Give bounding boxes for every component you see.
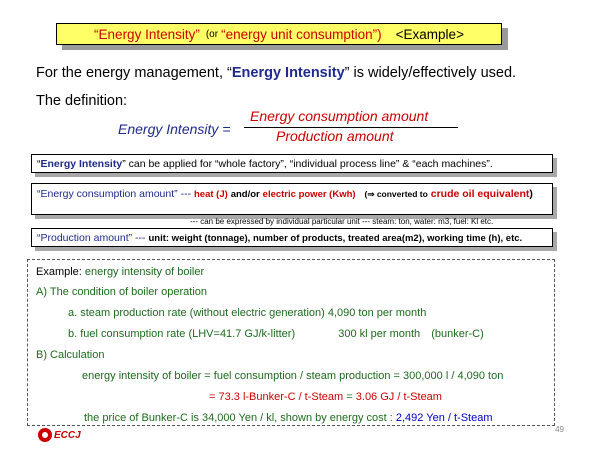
box3-term: “Production amount” ---	[37, 232, 146, 244]
title-or: (or	[205, 28, 219, 40]
intro-line: For the energy management, “Energy Inten…	[36, 65, 516, 81]
energy-consumption-box: “Energy consumption amount” --- heat (J)…	[31, 183, 553, 215]
intro-prefix: For the energy management, “	[36, 65, 232, 81]
logo-mark-icon	[38, 428, 52, 442]
result-equals: =	[346, 391, 353, 403]
intensity-formula-line: energy intensity of boiler = fuel consum…	[82, 370, 504, 382]
unit-note: --- can be expressed by individual parti…	[190, 217, 494, 226]
box1-quote: “	[37, 158, 41, 170]
box1-text: ” can be applied for “whole factory”, “i…	[122, 158, 493, 170]
box2-term: “Energy consumption amount” ---	[37, 188, 192, 200]
definition-label: The definition:	[36, 93, 128, 109]
result-bunker: = 73.3 l-Bunker-C / t-Steam	[209, 391, 344, 403]
fraction-bar	[244, 127, 458, 128]
fuel-rate-value: 300 kl per month	[338, 328, 421, 340]
applicability-box: “Energy Intensity” can be applied for “w…	[31, 154, 553, 173]
intro-suffix: ” is widely/effectively used.	[344, 65, 517, 81]
formula-lhs: Energy Intensity =	[118, 121, 231, 137]
steam-production-line: a. steam production rate (without electr…	[68, 307, 427, 319]
slide-title: “Energy Intensity” (or “energy unit cons…	[56, 23, 502, 45]
cost-value: 2,492 Yen / t-Steam	[395, 412, 493, 424]
calculation-header: B) Calculation	[36, 349, 105, 361]
fuel-consumption-line: b. fuel consumption rate (LHV=41.7 GJ/k-…	[68, 328, 484, 340]
cost-line: the price of Bunker-C is 34,000 Yen / kl…	[84, 412, 493, 424]
intro-term: Energy Intensity	[231, 65, 345, 81]
box2-electric: electric power (Kwh)	[262, 189, 356, 200]
example-box: Example: energy intensity of boiler A) T…	[27, 259, 555, 426]
box2-close: )	[529, 188, 533, 200]
formula-numerator: Energy consumption amount	[250, 108, 429, 124]
box2-crude: crude oil equivalent	[430, 188, 530, 200]
page-number: 49	[555, 425, 564, 434]
box1-term: Energy Intensity	[40, 158, 123, 170]
example-subject: energy intensity of boiler	[84, 266, 205, 278]
example-label: Example:	[36, 266, 82, 278]
result-gj: 3.06 GJ / t-Steam	[355, 391, 442, 403]
box2-heat: heat (J)	[193, 189, 228, 200]
box2-andor: and/or	[230, 189, 260, 200]
cost-text: the price of Bunker-C is 34,000 Yen / kl…	[84, 412, 393, 424]
fuel-rate-label: b. fuel consumption rate (LHV=41.7 GJ/k-…	[68, 328, 296, 340]
production-amount-box: “Production amount” --- unit: weight (to…	[31, 228, 553, 247]
box3-text: unit: weight (tonnage), number of produc…	[148, 233, 523, 244]
title-example-tag: <Example>	[395, 26, 464, 42]
title-term: “Energy Intensity”	[94, 26, 200, 42]
box2-arrow-note: (⇒ converted to	[364, 189, 428, 199]
formula-denominator: Production amount	[276, 128, 394, 144]
logo-text: ECCJ	[54, 429, 81, 441]
example-heading: Example: energy intensity of boiler	[36, 266, 204, 278]
condition-header: A) The condition of boiler operation	[36, 286, 208, 298]
intensity-result-line: = 73.3 l-Bunker-C / t-Steam = 3.06 GJ / …	[209, 391, 442, 403]
title-alt-term: “energy unit consumption”)	[221, 26, 382, 42]
fuel-type: (bunker-C)	[431, 328, 484, 340]
eccj-logo: ECCJ	[38, 428, 81, 442]
